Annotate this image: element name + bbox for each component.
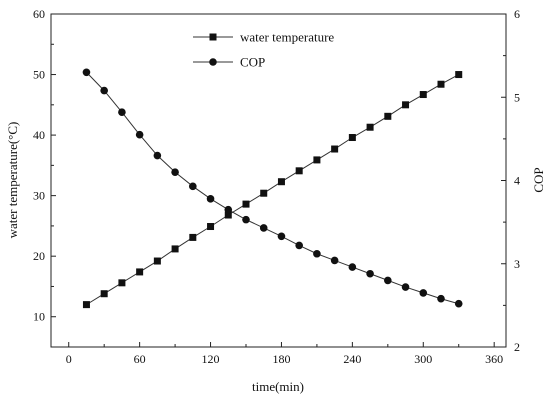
- cop-point: [348, 263, 357, 271]
- water-temperature-point: [455, 71, 463, 79]
- water-temperature-point: [348, 134, 356, 142]
- cop-point: [153, 151, 162, 160]
- water-temperature-point: [384, 112, 392, 120]
- water-temperature-point: [153, 257, 161, 265]
- x-tick-label: 0: [66, 352, 72, 366]
- left-y-tick-label: 60: [33, 7, 45, 21]
- water-temperature-point: [260, 189, 268, 197]
- legend-water-temperature-label: water temperature: [240, 30, 334, 45]
- x-tick-label: 240: [343, 352, 361, 366]
- left-y-axis-ticks: 10 20 30 40 50 60: [33, 7, 56, 348]
- water-temperature-point: [331, 145, 339, 153]
- cop-point: [295, 241, 303, 250]
- legend: water temperature COP: [193, 30, 334, 70]
- water-temperature-point: [295, 167, 303, 175]
- cop-point: [206, 195, 215, 203]
- water-temperature-point: [100, 290, 108, 298]
- cop-point: [118, 108, 126, 117]
- water-temperature-point: [136, 268, 144, 276]
- right-y-axis-ticks: 2 3 4 5 6: [501, 7, 520, 354]
- cop-point: [259, 224, 268, 232]
- water-temperature-point: [437, 80, 445, 88]
- right-y-axis-label: COP: [531, 167, 546, 192]
- cop-point: [366, 269, 374, 278]
- left-y-tick-label: 20: [33, 249, 45, 263]
- water-temperature-point: [207, 223, 215, 231]
- cop-series-line: [86, 71, 459, 305]
- right-y-tick-label: 4: [514, 174, 520, 188]
- series-layer: [82, 68, 463, 309]
- cop-point: [437, 294, 445, 303]
- water-temperature-point: [171, 245, 179, 253]
- water-temperature-point: [224, 211, 232, 219]
- legend-cop: COP: [193, 55, 265, 70]
- left-y-tick-label: 30: [33, 189, 45, 203]
- legend-water-temperature-marker: [209, 33, 217, 41]
- water-temperature-point: [118, 279, 126, 287]
- cop-point: [100, 86, 108, 95]
- cop-point: [330, 256, 339, 265]
- cop-point: [171, 168, 179, 176]
- water-temperature-point: [189, 233, 197, 241]
- cop-point: [224, 205, 233, 214]
- cop-series: [82, 68, 463, 308]
- x-tick-label: 180: [272, 352, 290, 366]
- x-axis-label: time(min): [252, 379, 304, 394]
- cop-point: [313, 249, 321, 258]
- water-temperature-point: [277, 178, 285, 186]
- x-tick-label: 360: [485, 352, 503, 366]
- right-y-tick-label: 5: [514, 90, 520, 104]
- water-temperature-point: [402, 101, 410, 109]
- cop-point: [454, 299, 463, 308]
- cop-point: [135, 130, 144, 139]
- water-temperature-series: [82, 71, 463, 309]
- right-y-tick-label: 2: [514, 340, 520, 354]
- cop-point: [401, 283, 410, 291]
- x-tick-label: 60: [134, 352, 146, 366]
- water-temperature-point: [313, 156, 321, 164]
- water-temperature-point: [242, 200, 250, 208]
- left-y-tick-label: 10: [33, 310, 45, 324]
- right-y-tick-label: 6: [514, 7, 520, 21]
- cop-point: [277, 232, 286, 241]
- left-y-tick-label: 40: [33, 128, 45, 142]
- x-tick-label: 300: [414, 352, 432, 366]
- cop-point: [189, 182, 197, 191]
- x-axis-ticks: 0 60 120 180 240 300 360: [66, 342, 503, 366]
- cop-point: [82, 68, 91, 77]
- water-temperature-point: [419, 91, 427, 99]
- legend-cop-label: COP: [240, 55, 265, 70]
- water-temperature-series-line: [86, 74, 459, 306]
- cop-point: [384, 276, 392, 285]
- left-y-axis-label: water temperature(°C): [5, 122, 20, 239]
- right-y-tick-label: 3: [514, 257, 520, 271]
- cop-point: [419, 289, 428, 297]
- legend-water-temperature: water temperature: [193, 30, 334, 45]
- x-tick-label: 120: [202, 352, 220, 366]
- water-temperature-point: [82, 301, 90, 309]
- water-temperature-point: [366, 123, 374, 131]
- legend-cop-marker: [209, 58, 217, 66]
- left-y-tick-label: 50: [33, 68, 45, 82]
- cop-point: [242, 215, 250, 224]
